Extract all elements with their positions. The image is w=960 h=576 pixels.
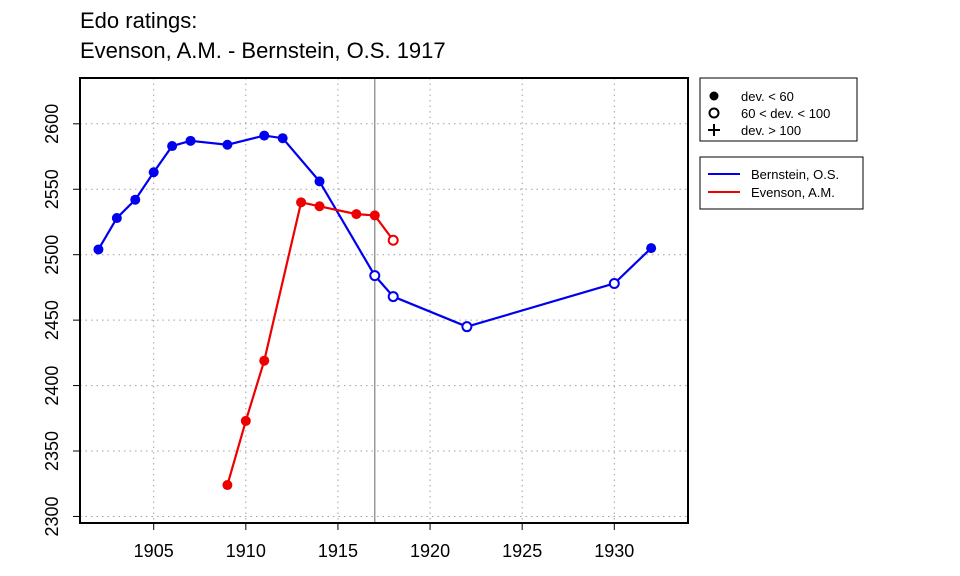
y-tick-label: 2550 — [42, 169, 62, 209]
legend-filled-circle-icon — [709, 91, 719, 101]
data-point-filled — [111, 213, 122, 224]
data-point-filled — [185, 135, 196, 146]
data-point-filled — [222, 139, 233, 150]
data-point-open — [387, 234, 399, 246]
series-evenson — [222, 197, 399, 491]
y-tick-label: 2300 — [42, 496, 62, 536]
data-point-filled — [148, 167, 159, 178]
data-point-filled — [259, 355, 270, 366]
legend-label-dev-lt-60: dev. < 60 — [741, 89, 794, 104]
data-point-filled — [314, 201, 325, 212]
x-tick-label: 1910 — [226, 541, 266, 561]
chart-title-line-2: Evenson, A.M. - Bernstein, O.S. 1917 — [80, 38, 446, 63]
series-legend: Bernstein, O.S. Evenson, A.M. — [699, 156, 864, 210]
data-point-filled — [369, 210, 380, 221]
x-tick-label: 1930 — [594, 541, 634, 561]
data-point-filled — [167, 141, 178, 152]
series-line — [226, 201, 395, 486]
data-point-filled — [259, 130, 270, 141]
data-point-filled — [314, 176, 325, 187]
x-axis: 1905 1910 1915 1920 1925 1930 — [134, 523, 634, 561]
x-tick-label: 1905 — [134, 541, 174, 561]
legend-label-dev-60-100: 60 < dev. < 100 — [741, 106, 830, 121]
legend-label-evenson: Evenson, A.M. — [751, 185, 835, 200]
series-lines — [93, 130, 657, 491]
y-tick-label: 2350 — [42, 431, 62, 471]
x-tick-label: 1925 — [502, 541, 542, 561]
data-point-open — [461, 321, 473, 333]
data-point-open — [387, 291, 399, 303]
data-point-filled — [277, 133, 288, 144]
data-point-filled — [296, 197, 307, 208]
series-bernstein — [93, 130, 657, 333]
data-point-filled — [240, 415, 251, 426]
chart-title-line-1: Edo ratings: — [80, 8, 198, 33]
plot-frame — [79, 77, 689, 524]
x-tick-label: 1920 — [410, 541, 450, 561]
y-tick-label: 2600 — [42, 104, 62, 144]
y-tick-label: 2450 — [42, 300, 62, 340]
data-point-filled — [130, 194, 141, 205]
y-tick-label: 2500 — [42, 235, 62, 275]
series-legend-box — [699, 156, 864, 210]
legend-plus-icon — [708, 124, 720, 136]
data-point-filled — [93, 244, 104, 255]
y-tick-label: 2400 — [42, 366, 62, 406]
x-tick-label: 1915 — [318, 541, 358, 561]
marker-legend: dev. < 60 60 < dev. < 100 dev. > 100 — [699, 77, 858, 142]
data-point-open — [369, 270, 381, 282]
data-point-filled — [646, 243, 657, 254]
grid — [80, 78, 688, 523]
data-point-open — [608, 277, 620, 289]
legend-label-bernstein: Bernstein, O.S. — [751, 167, 839, 182]
y-axis: 2300 2350 2400 2450 2500 2550 2600 — [42, 104, 80, 536]
legend-label-dev-gt-100: dev. > 100 — [741, 123, 801, 138]
legend-open-circle-icon — [708, 107, 720, 119]
data-point-filled — [351, 209, 362, 220]
data-point-filled — [222, 480, 233, 491]
marker-legend-box — [699, 77, 858, 142]
